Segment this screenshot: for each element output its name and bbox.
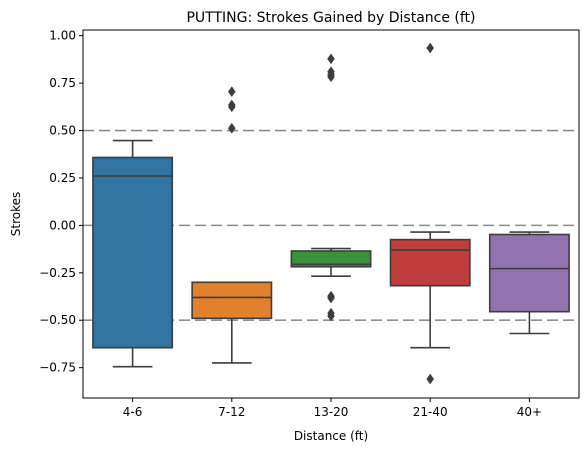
x-axis-label: Distance (ft) [294, 429, 368, 443]
y-tick-label: 0.00 [49, 218, 76, 232]
box-series [92, 42, 570, 385]
x-tick-label: 21-40 [413, 405, 448, 419]
x-axis: 4-6 7-12 13-20 21-40 40+ [123, 398, 542, 419]
box-40+ [488, 231, 570, 335]
x-tick-label: 4-6 [123, 405, 143, 419]
x-tick-label: 13-20 [314, 405, 349, 419]
y-tick-label: 0.75 [49, 76, 76, 90]
outlier-point [227, 122, 236, 134]
box-21-40 [389, 42, 471, 385]
y-axis-label: Strokes [9, 192, 23, 237]
x-tick-label: 7-12 [218, 405, 245, 419]
outlier-point [327, 310, 335, 322]
y-tick-label: 0.25 [49, 171, 76, 185]
box-4-6 [92, 139, 174, 368]
iqr-box [389, 238, 471, 287]
y-tick-label: −0.25 [39, 266, 76, 280]
box-7-12 [191, 86, 273, 364]
outlier-point [327, 53, 335, 65]
y-tick-label: −0.75 [39, 361, 76, 375]
iqr-box [92, 156, 174, 349]
outlier-point [327, 292, 335, 304]
y-axis: 1.00 0.75 0.50 0.25 0.00 −0.25 −0.50 −0.75 [39, 29, 83, 375]
chart-title: PUTTING: Strokes Gained by Distance (ft) [186, 10, 475, 26]
y-tick-label: 0.50 [49, 124, 76, 138]
box-13-20 [290, 53, 372, 322]
y-tick-label: −0.50 [39, 313, 76, 327]
outlier-point [426, 373, 435, 385]
iqr-box [488, 233, 570, 313]
x-tick-label: 40+ [517, 405, 542, 419]
outlier-point [227, 86, 236, 98]
outlier-point [227, 101, 236, 113]
iqr-box [191, 281, 273, 320]
y-tick-label: 1.00 [49, 29, 76, 43]
outlier-point [426, 42, 435, 54]
iqr-box [290, 250, 372, 268]
outlier-point [327, 71, 335, 83]
